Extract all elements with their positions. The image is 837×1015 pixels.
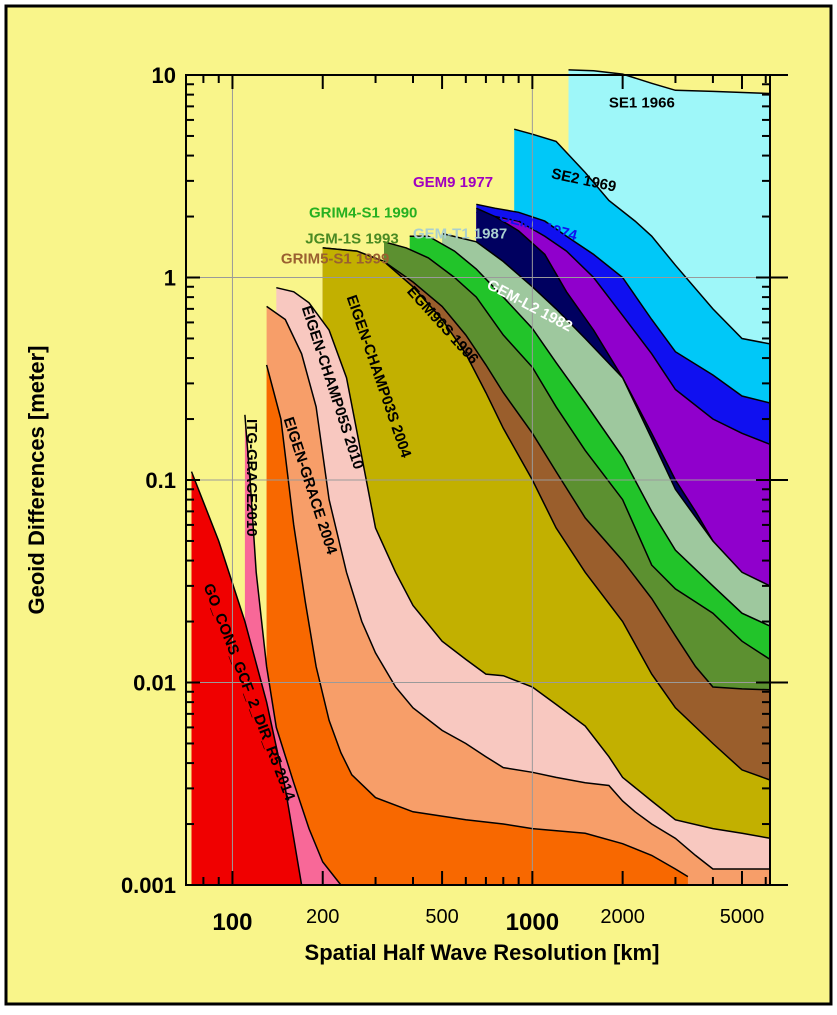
area-eigen-champ05s-2010 <box>266 306 770 885</box>
boundary-go-cons-gcf-2-dir-r5-2014 <box>190 471 303 886</box>
boundary-se1-1966 <box>568 69 771 95</box>
xtick-label: 1000 <box>506 909 559 936</box>
axes-layer: 10 1 0.1 0.01 0.001 100 200 500 1000 2000 5000 <box>121 63 788 936</box>
boundary-gem9-1977 <box>476 211 771 445</box>
ytick-label: 0.1 <box>145 468 176 493</box>
xtick-label: 100 <box>212 909 252 936</box>
ytick-label: 0.01 <box>133 671 176 696</box>
label-itg-grace2010: ITG-GRACE2010 <box>243 419 260 537</box>
area-layer <box>190 69 771 886</box>
xtick-label: 500 <box>425 906 458 928</box>
boundary-gem-t1-1987 <box>441 232 771 587</box>
xtick-label: 5000 <box>720 906 765 928</box>
ytick-label: 1 <box>164 266 176 291</box>
label-gem9-1977: GEM9 1977 <box>413 174 493 191</box>
xtick-label: 200 <box>306 906 339 928</box>
ytick-label: 0.001 <box>121 873 176 898</box>
boundary-jgm-1s-1993 <box>383 241 771 661</box>
y-axis-label: Geoid Differences [meter] <box>24 346 49 615</box>
x-axis-label: Spatial Half Wave Resolution [km] <box>305 940 660 965</box>
ytick-label: 10 <box>152 63 176 88</box>
xtick-label: 2000 <box>600 906 645 928</box>
label-grim4-s1-1990: GRIM4-S1 1990 <box>309 204 417 221</box>
boundary-eigen-grace-2004 <box>265 364 689 878</box>
area-go-cons-gcf-2-dir-r5-2014 <box>191 471 302 885</box>
boundary-eigen-champ03s-2004 <box>276 286 771 840</box>
label-grim5-s1-1999: GRIM5-S1 1999 <box>281 251 389 268</box>
boundary-eigen-champ05s-2010 <box>266 305 770 870</box>
boundary-gem5-1974 <box>476 203 771 404</box>
boundary-grim4-s1-1990 <box>409 235 771 627</box>
label-jgm-1s-1993: JGM-1S 1993 <box>305 231 398 248</box>
boundary-se2-1969 <box>514 128 771 345</box>
label-gem-t1-1987: GEM-T1 1987 <box>413 225 507 242</box>
boundary-grim5-s1-1999 <box>322 247 771 691</box>
boundary-itg-grace2010 <box>244 414 342 886</box>
label-se1-1966: SE1 1966 <box>609 95 675 112</box>
